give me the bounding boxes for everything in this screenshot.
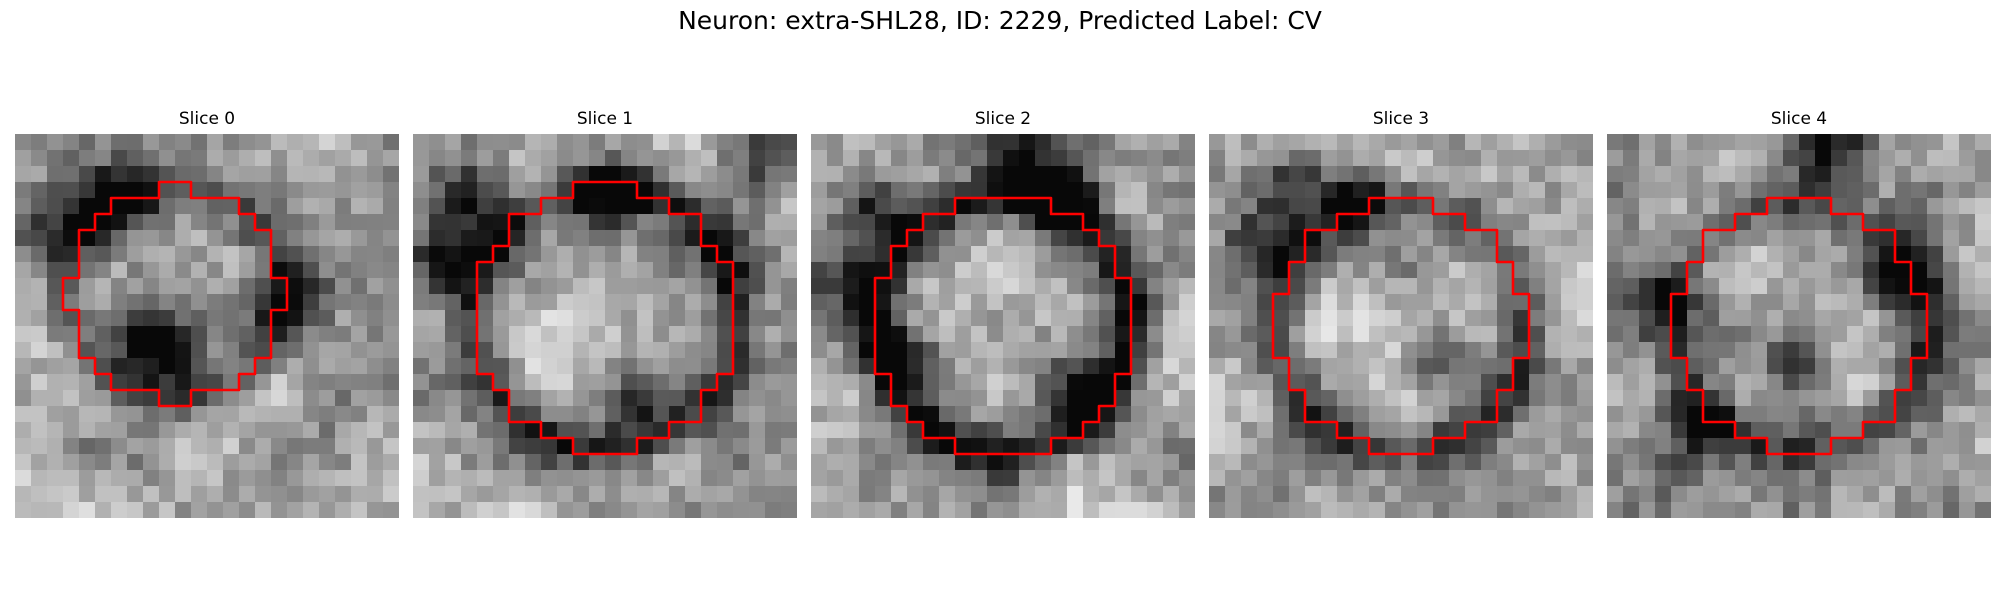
roi-contour [873, 196, 1133, 456]
slice-title: Slice 2 [974, 109, 1032, 129]
roi-contour [1669, 196, 1929, 456]
slice-title: Slice 1 [576, 109, 634, 129]
slice-image-4 [1607, 134, 1991, 518]
slice-title: Slice 4 [1770, 109, 1828, 129]
roi-contour [61, 180, 289, 408]
figure-title: Neuron: extra-SHL28, ID: 2229, Predicted… [678, 6, 1322, 35]
slice-image-0 [15, 134, 399, 518]
slice-image-1 [413, 134, 797, 518]
slice-title: Slice 0 [178, 109, 236, 129]
slice-title: Slice 3 [1372, 109, 1430, 129]
slice-image-2 [811, 134, 1195, 518]
roi-contour [1271, 196, 1531, 456]
slice-image-3 [1209, 134, 1593, 518]
roi-contour [475, 180, 735, 456]
